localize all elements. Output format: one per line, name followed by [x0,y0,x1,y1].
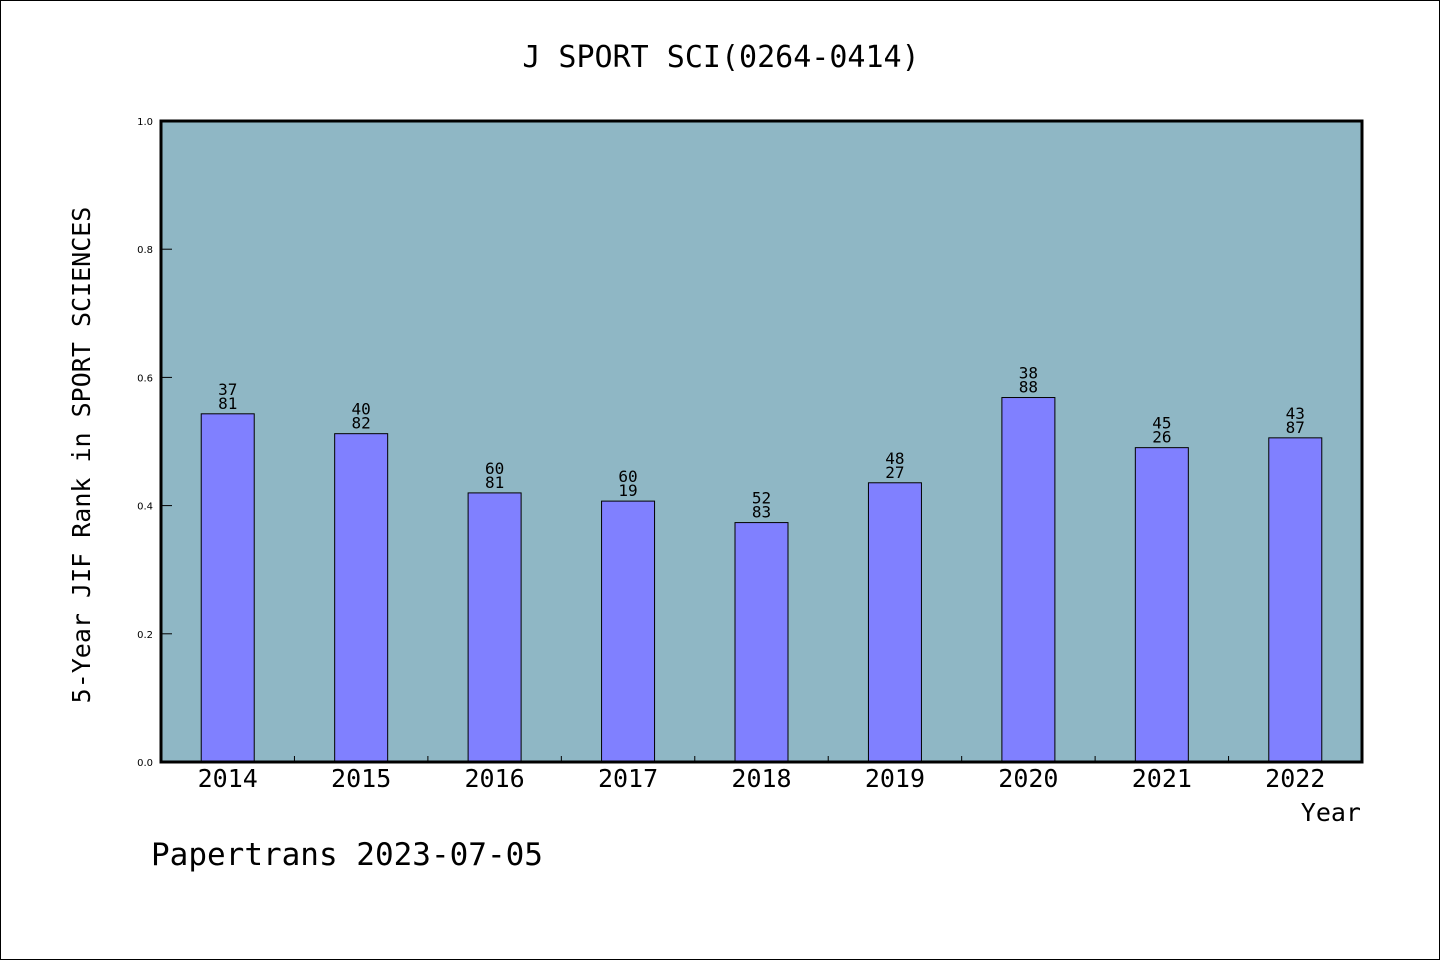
bar-label-bottom: 26 [1152,428,1171,447]
bar-label-top: 43 [1286,404,1305,423]
bar-label-bottom: 27 [885,463,904,482]
bars-group [200,397,1323,763]
chart-title: J SPORT SCI(0264-0414) [522,40,919,75]
bar-label-bottom: 19 [618,481,637,500]
x-tick-label: 2021 [1132,764,1192,793]
x-tick-label: 2016 [465,764,525,793]
bar-2021 [1134,447,1189,763]
y-tick-label: 0.2 [137,630,153,641]
bar-label-top: 60 [618,467,637,486]
bar-label-bottom: 81 [485,473,504,492]
bar-label-bottom: 88 [1019,378,1038,397]
y-tick-label: 0.8 [137,245,153,256]
bar-2016 [467,492,522,763]
bar-label-bottom: 82 [352,414,371,433]
x-tick-label: 2017 [598,764,658,793]
y-tick-label: 0.6 [137,373,153,384]
x-tick-label: 2020 [998,764,1058,793]
bar-label-top: 60 [485,459,504,478]
footer-watermark: Papertrans 2023-07-05 [151,837,543,873]
bar-2017 [601,500,656,763]
bar-2019 [867,482,922,763]
x-tick-label: 2019 [865,764,925,793]
bar-label-top: 40 [352,400,371,419]
bar-2014 [200,413,255,763]
bar-label-top: 38 [1019,364,1038,383]
y-tick-label: 0.4 [137,502,153,513]
bar-label-top: 45 [1152,414,1171,433]
bar-label-bottom: 81 [218,394,237,413]
bar-label-top: 37 [218,380,237,399]
bar-label-top: 52 [752,489,771,508]
bar-2022 [1268,437,1323,763]
bar-2020 [1001,397,1056,763]
bar-2015 [334,433,389,763]
x-tick-label: 2014 [198,764,258,793]
x-tick-label: 2022 [1265,764,1325,793]
x-tick-label: 2018 [731,764,791,793]
y-tick-label: 1.0 [137,117,153,128]
bar-label-bottom: 87 [1286,418,1305,437]
bar-label-top: 48 [885,449,904,468]
x-tick-label: 2015 [331,764,391,793]
plot-frame [159,119,1364,764]
x-axis-ticks: 2014 2015 2016 2017 2018 2019 2020 2021 2022 [198,756,1325,793]
y-axis-label: 5-Year JIF Rank in SPORT SCIENCES [67,207,96,704]
y-tick-label: 0.0 [137,758,153,769]
bar-2018 [734,522,789,763]
x-axis-label: Year [1301,798,1361,827]
bar-label-bottom: 83 [752,503,771,522]
